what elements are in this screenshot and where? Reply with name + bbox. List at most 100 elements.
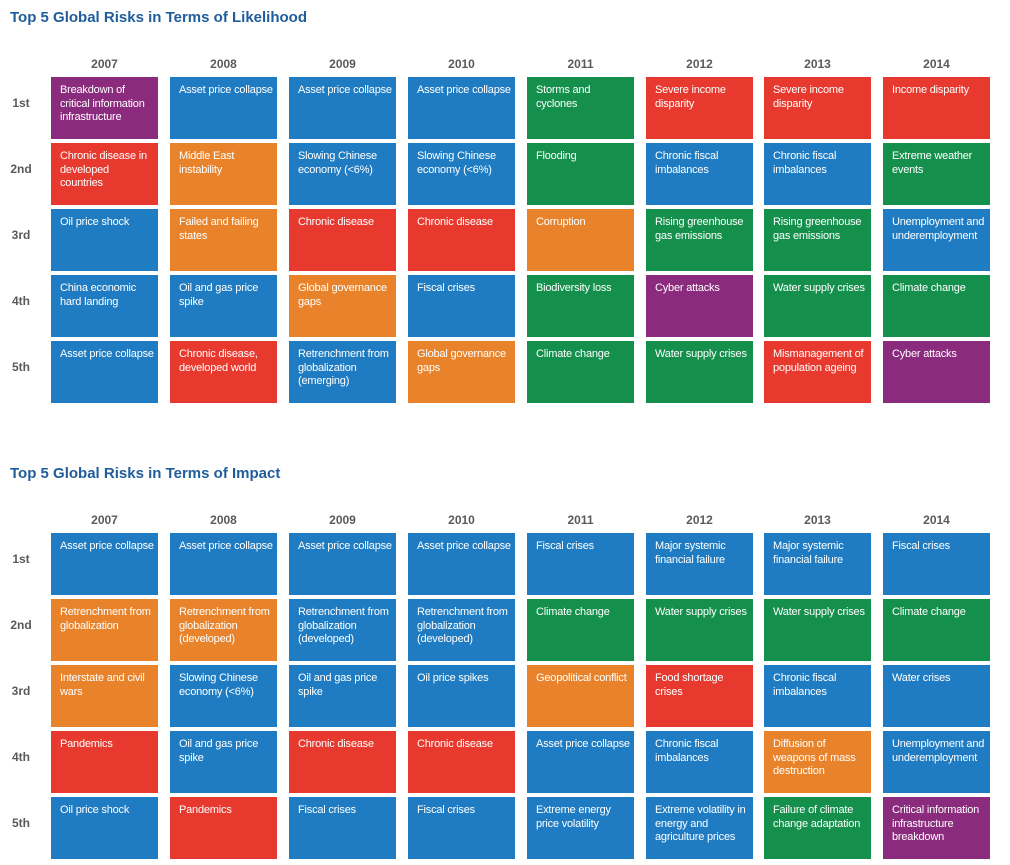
impact-rank-label: 2nd [10,618,32,632]
likelihood-risk-cell: Fiscal crises [408,275,515,337]
likelihood-risk-cell: Cyber attacks [883,341,990,403]
likelihood-rank-label: 2nd [10,162,32,176]
impact-risk-cell: Chronic fiscal imbalances [646,731,753,793]
impact-year-label: 2014 [923,513,950,527]
likelihood-risk-cell: Severe income disparity [646,77,753,139]
impact-risk-cell: Major systemic financial failure [646,533,753,595]
impact-year-label: 2007 [91,513,118,527]
impact-risk-cell: Asset price collapse [51,533,158,595]
likelihood-risk-cell: Flooding [527,143,634,205]
impact-risk-cell: Asset price collapse [289,533,396,595]
impact-risk-cell: Water supply crises [646,599,753,661]
likelihood-risk-cell: Severe income disparity [764,77,871,139]
likelihood-risk-cell: Global governance gaps [408,341,515,403]
impact-risk-cell: Water supply crises [764,599,871,661]
impact-risk-cell: Fiscal crises [527,533,634,595]
likelihood-rank-label: 5th [12,360,30,374]
impact-risk-cell: Pandemics [170,797,277,859]
impact-risk-cell: Oil and gas price spike [170,731,277,793]
impact-year-label: 2009 [329,513,356,527]
likelihood-risk-cell: Chronic disease [289,209,396,271]
likelihood-risk-cell: Water supply crises [764,275,871,337]
impact-risk-cell: Unemployment and underemployment [883,731,990,793]
likelihood-risk-cell: Mismanagement of population ageing [764,341,871,403]
likelihood-risk-cell: Water supply crises [646,341,753,403]
likelihood-risk-cell: Breakdown of critical information infras… [51,77,158,139]
likelihood-risk-cell: Asset price collapse [289,77,396,139]
likelihood-risk-cell: Slowing Chinese economy (<6%) [289,143,396,205]
impact-risk-cell: Asset price collapse [527,731,634,793]
impact-year-label: 2013 [804,513,831,527]
likelihood-risk-cell: Extreme weather events [883,143,990,205]
likelihood-rank-label: 4th [12,294,30,308]
impact-risk-cell: Chronic disease [289,731,396,793]
impact-risk-cell: Retrenchment from globalization (develop… [170,599,277,661]
likelihood-risk-cell: Asset price collapse [408,77,515,139]
impact-risk-cell: Water crises [883,665,990,727]
impact-risk-cell: Fiscal crises [408,797,515,859]
impact-risk-cell: Chronic fiscal imbalances [764,665,871,727]
impact-title: Top 5 Global Risks in Terms of Impact [10,465,281,482]
likelihood-risk-cell: Retrenchment from globalization (emergin… [289,341,396,403]
likelihood-rank-label: 1st [12,96,30,110]
likelihood-risk-cell: Corruption [527,209,634,271]
impact-risk-cell: Climate change [883,599,990,661]
impact-risk-cell: Diffusion of weapons of mass destruction [764,731,871,793]
impact-risk-cell: Retrenchment from globalization [51,599,158,661]
impact-rank-label: 3rd [11,684,31,698]
impact-risk-cell: Interstate and civil wars [51,665,158,727]
likelihood-risk-cell: Chronic fiscal imbalances [646,143,753,205]
impact-risk-cell: Failure of climate change adaptation [764,797,871,859]
likelihood-risk-cell: Chronic disease in developed countries [51,143,158,205]
likelihood-risk-cell: Rising greenhouse gas emissions [764,209,871,271]
likelihood-risk-cell: Unemployment and underemployment [883,209,990,271]
likelihood-risk-cell: Chronic fiscal imbalances [764,143,871,205]
impact-year-label: 2008 [210,513,237,527]
likelihood-year-label: 2010 [448,57,475,71]
likelihood-risk-cell: Oil and gas price spike [170,275,277,337]
impact-risk-cell: Oil price spikes [408,665,515,727]
likelihood-title: Top 5 Global Risks in Terms of Likelihoo… [10,9,307,26]
impact-year-label: 2011 [567,513,594,527]
likelihood-risk-cell: Biodiversity loss [527,275,634,337]
likelihood-risk-cell: Rising greenhouse gas emissions [646,209,753,271]
likelihood-risk-cell: Climate change [527,341,634,403]
likelihood-risk-cell: Income disparity [883,77,990,139]
likelihood-rank-label: 3rd [11,228,31,242]
impact-risk-cell: Retrenchment from globalization (develop… [408,599,515,661]
impact-risk-cell: Extreme volatility in energy and agricul… [646,797,753,859]
likelihood-year-label: 2013 [804,57,831,71]
likelihood-risk-cell: Global governance gaps [289,275,396,337]
likelihood-risk-cell: Oil price shock [51,209,158,271]
likelihood-risk-cell: Climate change [883,275,990,337]
impact-risk-cell: Chronic disease [408,731,515,793]
impact-risk-cell: Fiscal crises [883,533,990,595]
impact-risk-cell: Oil and gas price spike [289,665,396,727]
likelihood-year-label: 2009 [329,57,356,71]
likelihood-risk-cell: Chronic disease [408,209,515,271]
impact-risk-cell: Major systemic financial failure [764,533,871,595]
likelihood-risk-cell: Cyber attacks [646,275,753,337]
impact-year-label: 2010 [448,513,475,527]
impact-risk-cell: Geopolitical conflict [527,665,634,727]
impact-risk-cell: Asset price collapse [170,533,277,595]
impact-risk-cell: Fiscal crises [289,797,396,859]
impact-rank-label: 4th [12,750,30,764]
impact-risk-cell: Climate change [527,599,634,661]
impact-rank-label: 5th [12,816,30,830]
impact-risk-cell: Retrenchment from globalization (develop… [289,599,396,661]
likelihood-risk-cell: Storms and cyclones [527,77,634,139]
likelihood-risk-cell: Asset price collapse [170,77,277,139]
impact-year-label: 2012 [686,513,713,527]
likelihood-year-label: 2014 [923,57,950,71]
impact-risk-cell: Oil price shock [51,797,158,859]
impact-rank-label: 1st [12,552,30,566]
impact-risk-cell: Extreme energy price volatility [527,797,634,859]
likelihood-year-label: 2008 [210,57,237,71]
impact-risk-cell: Asset price collapse [408,533,515,595]
likelihood-risk-cell: Chronic disease, developed world [170,341,277,403]
likelihood-year-label: 2011 [567,57,594,71]
likelihood-risk-cell: Slowing Chinese economy (<6%) [408,143,515,205]
likelihood-risk-cell: Middle East instability [170,143,277,205]
impact-risk-cell: Slowing Chinese economy (<6%) [170,665,277,727]
